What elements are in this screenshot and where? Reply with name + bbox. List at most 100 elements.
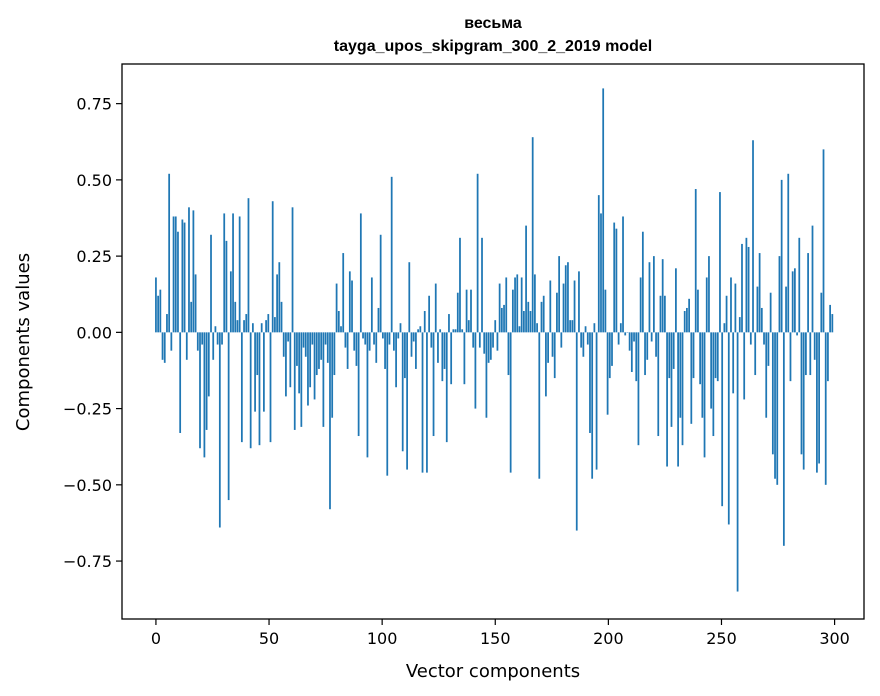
bar [617, 332, 620, 345]
bar [527, 301, 530, 333]
bar [269, 332, 272, 443]
bar [201, 332, 204, 345]
bar [531, 137, 534, 333]
bar [586, 332, 589, 345]
bar [716, 332, 719, 382]
bar [344, 332, 347, 348]
bar [697, 289, 699, 333]
bar [831, 314, 834, 333]
bar [417, 329, 419, 333]
bar [672, 332, 675, 369]
bar [567, 262, 569, 333]
bar [331, 332, 334, 418]
bar [203, 332, 206, 458]
bar [798, 237, 801, 333]
bar [476, 173, 479, 333]
y-tick-label: −0.50 [63, 476, 112, 495]
bar [778, 256, 781, 333]
bar [245, 314, 248, 333]
bar [474, 332, 477, 409]
bar [791, 271, 794, 333]
bar [824, 332, 827, 485]
bar [243, 320, 245, 333]
bar [652, 256, 655, 333]
bar [646, 332, 649, 360]
bar [227, 332, 230, 501]
bar [604, 289, 607, 333]
bar [578, 271, 580, 333]
bar [404, 332, 406, 379]
bar [650, 332, 653, 342]
y-tick-label: 0.00 [76, 323, 112, 342]
bar [802, 332, 805, 470]
bar [214, 326, 217, 333]
bar [522, 311, 525, 333]
y-axis: 0.75 0.50 0.25 0.00 −0.25 −0.50 −0.75 [63, 95, 122, 571]
bar [813, 332, 816, 360]
bar [326, 332, 329, 363]
bar [483, 332, 486, 354]
bar [355, 332, 358, 366]
bar [575, 332, 578, 531]
bar [342, 253, 345, 333]
bar [712, 332, 715, 437]
x-tick-label: 100 [367, 629, 398, 648]
bar [758, 253, 761, 333]
bar [467, 320, 470, 333]
bar [159, 289, 162, 333]
bar [177, 231, 179, 333]
bar [569, 320, 572, 333]
bar [304, 332, 307, 357]
bar [410, 332, 413, 357]
bar [318, 332, 320, 369]
bar [597, 195, 600, 333]
bar [287, 332, 290, 342]
bar [415, 332, 417, 369]
bar [600, 213, 602, 333]
bar [573, 280, 576, 333]
bar [633, 332, 635, 342]
bar [683, 311, 686, 333]
bar [679, 332, 682, 418]
bar [487, 332, 490, 363]
bar [346, 332, 349, 369]
bar [511, 289, 514, 333]
bar [430, 332, 433, 348]
x-tick-label: 300 [819, 629, 850, 648]
y-tick-label: 0.50 [76, 171, 112, 190]
bar [608, 332, 611, 379]
bar [816, 332, 818, 473]
bar [238, 216, 241, 333]
bar [664, 295, 666, 333]
bar [322, 332, 325, 427]
bar [320, 332, 323, 360]
bar [155, 277, 157, 333]
bar [703, 332, 706, 458]
bar [540, 301, 543, 333]
bar [426, 332, 428, 473]
bar [780, 179, 783, 333]
bar [337, 311, 340, 333]
bar [800, 332, 803, 455]
bar [741, 243, 743, 333]
bar [776, 332, 779, 485]
bar [254, 332, 256, 412]
bar [547, 332, 549, 363]
bar [763, 332, 765, 345]
bar [311, 332, 314, 345]
bar [514, 277, 516, 333]
bar [641, 231, 644, 333]
bar [822, 149, 825, 333]
bar [534, 274, 536, 333]
bar [756, 286, 759, 333]
bar [454, 329, 457, 333]
bar [379, 234, 382, 333]
bar [606, 332, 609, 415]
bar [820, 292, 823, 333]
bar [553, 332, 556, 379]
bar [263, 332, 265, 412]
bar [216, 332, 219, 345]
bar [188, 207, 190, 333]
x-axis: 0 50 100 150 200 250 300 [151, 619, 850, 648]
bar [282, 332, 285, 357]
